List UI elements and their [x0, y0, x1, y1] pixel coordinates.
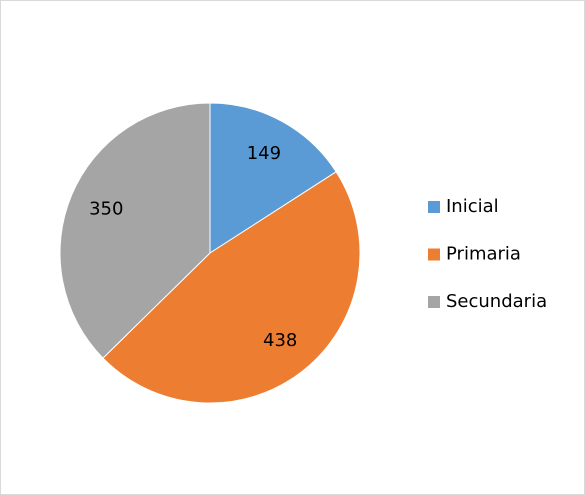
pie-slice — [59, 102, 211, 359]
legend-swatch — [428, 201, 440, 213]
data-label: 350 — [89, 198, 123, 219]
legend-swatch — [428, 296, 440, 308]
legend-label: Inicial — [446, 196, 499, 217]
legend-swatch — [428, 248, 440, 261]
legend-label: Primaria — [446, 244, 521, 265]
pie-slice — [209, 102, 337, 254]
legend-label: Secundaria — [446, 291, 547, 312]
data-label: 149 — [247, 143, 281, 164]
pie-slice — [102, 171, 361, 404]
data-label: 438 — [263, 330, 297, 351]
